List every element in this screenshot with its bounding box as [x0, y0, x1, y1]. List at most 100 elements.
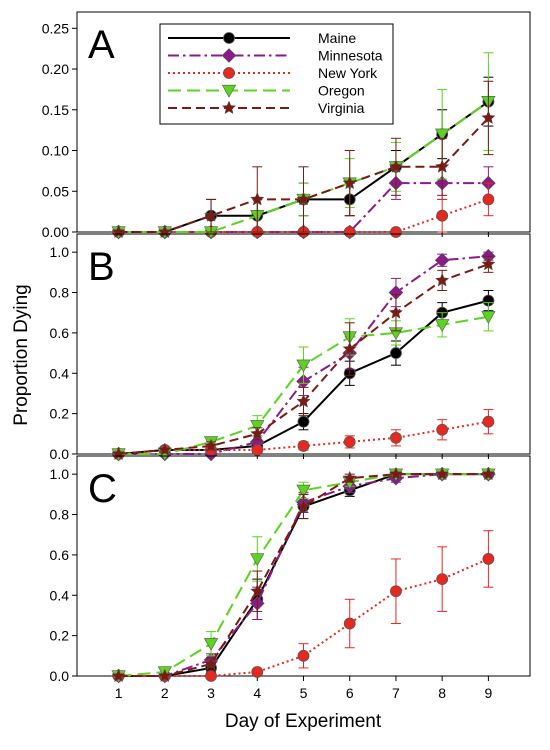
y-tick-label: 0.2: [50, 628, 70, 644]
x-tick-label: 2: [161, 685, 169, 701]
data-point: [482, 415, 495, 428]
y-tick-label: 0.0: [50, 668, 70, 684]
data-point: [205, 670, 217, 682]
x-tick-label: 7: [392, 685, 400, 701]
data-point: [343, 435, 356, 448]
data-point: [481, 110, 496, 125]
data-point: [296, 484, 311, 498]
data-point: [157, 442, 172, 457]
data-point: [203, 208, 219, 222]
data-point: [297, 415, 310, 428]
data-point: [157, 668, 172, 683]
series-new-york: [112, 530, 495, 682]
panel-label: B: [88, 245, 115, 289]
legend-label: Minnesota: [318, 48, 383, 64]
legend-marker: [221, 100, 237, 115]
y-tick-label: 0.00: [42, 224, 69, 240]
y-tick-label: 0.8: [50, 285, 70, 301]
data-point: [482, 553, 495, 565]
panel-label: A: [88, 23, 115, 67]
legend-label: Maine: [318, 30, 356, 46]
data-point: [482, 193, 495, 206]
series-line: [118, 473, 489, 677]
data-point: [388, 466, 404, 481]
data-point: [436, 423, 449, 436]
data-point: [203, 638, 219, 651]
y-tick-label: 0.0: [50, 446, 70, 462]
y-tick-label: 0.10: [42, 143, 69, 159]
data-point: [481, 311, 496, 324]
y-tick-label: 0.05: [42, 183, 69, 199]
data-point: [388, 305, 404, 319]
y-tick-label: 0.2: [50, 406, 70, 422]
y-tick-label: 0.20: [42, 61, 69, 77]
data-point: [297, 649, 310, 662]
data-point: [435, 272, 450, 287]
data-point: [203, 438, 219, 453]
y-tick-label: 0.15: [42, 102, 69, 118]
panel-label: C: [88, 467, 117, 511]
data-point: [435, 159, 450, 173]
panels: A0.000.050.100.150.200.25MaineMinnesotaN…: [42, 11, 531, 701]
data-point: [435, 128, 450, 142]
x-tick-label: 9: [484, 685, 492, 701]
x-tick-label: 5: [300, 685, 308, 701]
series-line: [118, 558, 489, 677]
panel-A: A 0.00 0.05 0.10 0.15 0.20 0.25 Maine MinnesotaN…: [42, 11, 531, 240]
data-point: [436, 573, 449, 586]
data-point: [436, 209, 449, 222]
y-tick-label: 0.6: [50, 547, 70, 563]
data-point: [434, 252, 450, 268]
series-oregon: [111, 302, 496, 462]
data-point: [435, 466, 450, 481]
data-point: [481, 466, 496, 481]
data-point: [251, 444, 264, 456]
series-virginia: [111, 466, 496, 683]
data-point: [250, 426, 265, 440]
data-point: [111, 668, 126, 683]
data-point: [388, 159, 404, 173]
data-point: [250, 191, 265, 206]
data-point: [390, 431, 402, 444]
data-point: [390, 585, 402, 598]
x-tick-label: 3: [207, 685, 215, 701]
legend-marker: [223, 67, 235, 79]
x-tick-label: 8: [438, 685, 446, 701]
data-point: [250, 583, 265, 598]
series-line: [118, 182, 489, 233]
data-point: [296, 191, 311, 206]
data-point: [343, 617, 356, 630]
data-point: [390, 347, 402, 359]
y-tick-label: 1.0: [50, 466, 70, 482]
y-axis-label: Proportion Dying: [11, 284, 32, 426]
data-point: [342, 341, 357, 356]
data-point: [296, 359, 311, 373]
data-point: [481, 256, 496, 271]
legend-marker: [221, 84, 237, 98]
data-point: [390, 226, 402, 238]
y-tick-label: 0.4: [50, 365, 70, 381]
legend-marker: [221, 48, 237, 63]
y-tick-label: 0.4: [50, 587, 70, 603]
legend-label: New York: [318, 65, 378, 81]
x-axis-label: Day of Experiment: [225, 711, 382, 732]
y-tick-label: 0.8: [50, 507, 70, 523]
y-tick-label: 1.0: [50, 244, 70, 260]
x-tick-label: 1: [115, 685, 123, 701]
y-tick-label: 0.25: [42, 20, 69, 36]
data-point: [297, 440, 310, 452]
data-point: [342, 175, 357, 190]
panel-B: B 0.0 0.2 0.4 0.6 0.8 1.0: [50, 233, 531, 462]
y-tick-label: 0.6: [50, 325, 70, 341]
data-point: [435, 319, 450, 333]
legend-label: Virginia: [318, 100, 365, 116]
x-tick-label: 6: [346, 685, 354, 701]
panel-C: C 0.0 0.2 0.4 0.6 0.8 1.0 1 2 3 4 5 6 7 8 9: [50, 455, 531, 701]
data-point: [342, 470, 357, 485]
data-point: [296, 393, 311, 408]
data-point: [296, 498, 311, 513]
series-virginia: [111, 80, 496, 239]
